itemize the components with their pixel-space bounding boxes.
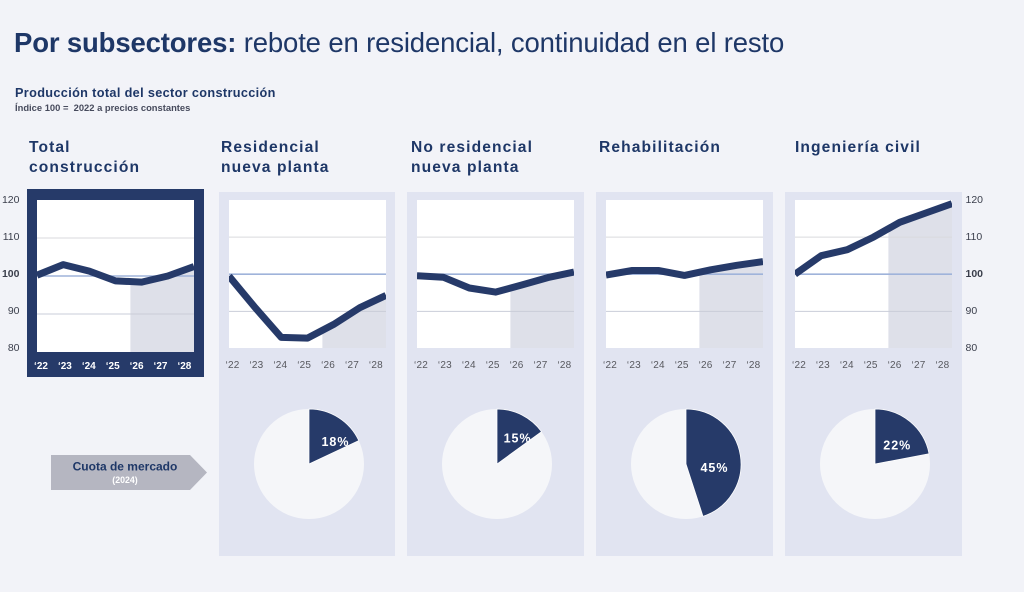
svg-text:(2024): (2024): [112, 475, 137, 485]
svg-text:22%: 22%: [883, 438, 911, 452]
svg-text:15%: 15%: [504, 431, 532, 445]
svg-text:45%: 45%: [700, 461, 728, 475]
svg-text:Cuota de mercado: Cuota de mercado: [73, 460, 178, 474]
svg-text:18%: 18%: [321, 435, 349, 449]
